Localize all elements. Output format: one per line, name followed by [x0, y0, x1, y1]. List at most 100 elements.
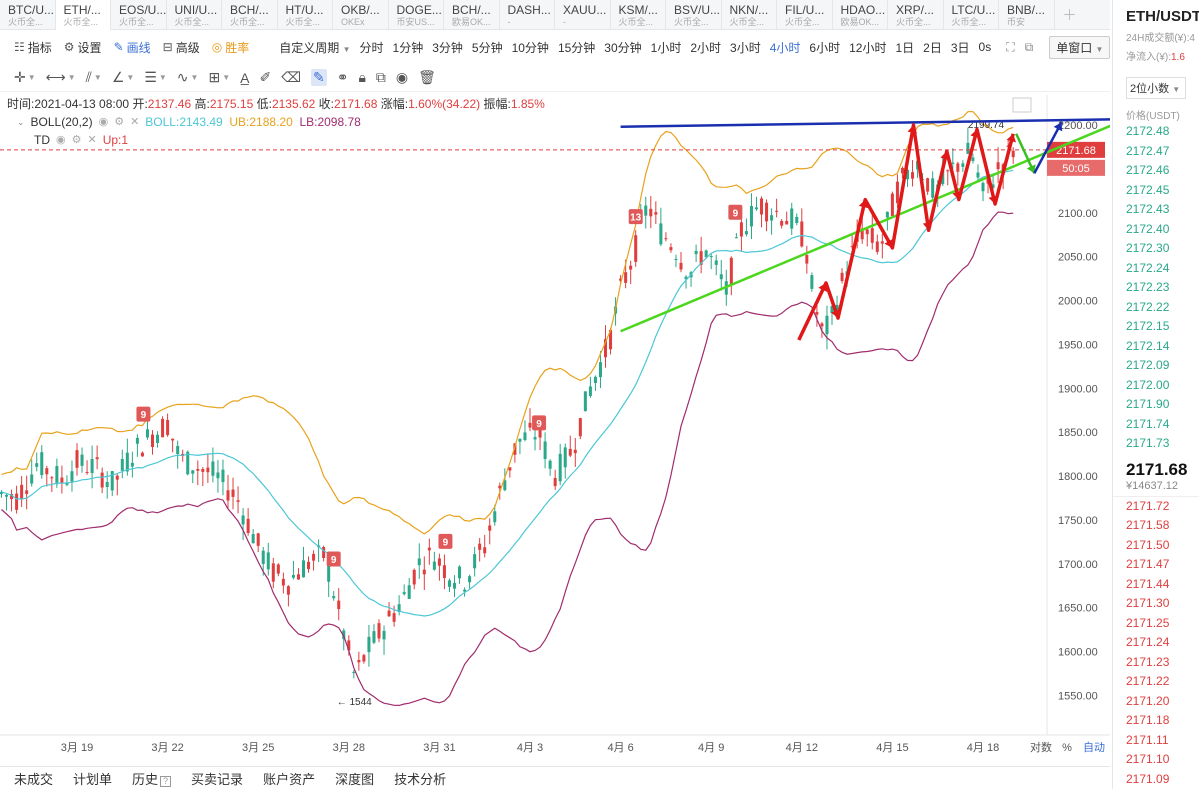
ask-price[interactable]: 2172.45 [1126, 182, 1170, 197]
decimal-select[interactable]: 2位小数 ▼ [1126, 77, 1186, 99]
ask-price[interactable]: 2172.09 [1126, 358, 1170, 372]
ask-price[interactable]: 2171.90 [1126, 397, 1170, 411]
bottom-tab[interactable]: 买卖记录 [191, 769, 243, 788]
draw-button[interactable]: ✎ 画线 [114, 39, 151, 56]
symbol-tab[interactable]: BCH/... 欧易OK... [444, 0, 500, 30]
text-tool[interactable]: A̲ [240, 70, 249, 86]
symbol-tab[interactable]: NKN/... 火币全... [722, 0, 777, 30]
bid-price[interactable]: 2171.24 [1126, 635, 1170, 649]
ask-price[interactable]: 2172.00 [1126, 377, 1170, 392]
resistance-line[interactable] [620, 118, 1110, 129]
copy-tool[interactable]: ⧉ [376, 69, 386, 86]
symbol-tab[interactable]: ETH/... 火币全... [55, 0, 111, 30]
crosshair-tool[interactable]: ✛ ▼ [14, 69, 36, 86]
eraser-tool[interactable]: ⌫ [281, 69, 301, 86]
period-option[interactable]: 1分钟 [392, 40, 424, 55]
bottom-tab[interactable]: 历史? [132, 769, 172, 788]
delete-tool[interactable]: 🗑︎ [418, 69, 436, 86]
bid-price[interactable]: 2171.30 [1126, 596, 1170, 610]
gear-icon[interactable]: ⚙ [71, 134, 82, 146]
add-tab-icon[interactable]: ＋ [1062, 6, 1077, 23]
fib-tool[interactable]: ☰ ▼ [144, 69, 166, 86]
period-option[interactable]: 分时 [359, 40, 384, 55]
bottom-tab[interactable]: 账户资产 [263, 769, 315, 788]
bottom-tab[interactable]: 技术分析 [394, 769, 446, 788]
magnet-tool[interactable]: ⚭ [337, 69, 349, 86]
close-icon[interactable]: ✕ [130, 116, 140, 128]
bid-price[interactable]: 2171.11 [1126, 732, 1169, 747]
price-chart[interactable]: 2200.002150.002100.002050.002000.001950.… [0, 95, 1110, 765]
win-rate-button[interactable]: ◎ 胜率 [212, 39, 250, 56]
ray-tool[interactable]: ⫽ ▼ [86, 69, 102, 86]
settings-button[interactable]: ⚙ 设置 [64, 39, 102, 56]
eye-icon[interactable]: ◉ [98, 116, 109, 128]
blue-arrow[interactable] [1033, 121, 1063, 174]
ask-price[interactable]: 2171.74 [1126, 416, 1170, 431]
symbol-tab[interactable]: EOS/U... 火币全... [111, 0, 167, 30]
bottom-tab[interactable]: 深度图 [335, 769, 374, 788]
draw-mode-tool[interactable]: ✎ [310, 69, 327, 86]
symbol-tab[interactable]: XAUU... - [555, 0, 611, 30]
angle-tool[interactable]: ∠ ▼ [112, 69, 134, 86]
bid-price[interactable]: 2171.72 [1126, 498, 1170, 513]
symbol-tab[interactable]: HT/U... 火币全... [278, 0, 333, 30]
symbol-tab[interactable]: KSM/... 火币全... [611, 0, 666, 30]
symbol-tab[interactable]: HDAO... 欧易OK... [833, 0, 888, 30]
lock-tool[interactable]: 🔒︎ [358, 69, 365, 86]
bid-price[interactable]: 2171.10 [1126, 752, 1170, 766]
symbol-tab[interactable]: XRP/... 火币全... [888, 0, 944, 30]
symbol-tab[interactable]: FIL/U... 火币全... [777, 0, 833, 30]
chart-settings-icon[interactable] [1012, 97, 1032, 113]
symbol-tab[interactable]: OKB/... OKEx [333, 0, 389, 30]
symbol-tab[interactable]: BTC/U... 火币全... [0, 0, 56, 30]
ask-price[interactable]: 2172.23 [1126, 280, 1170, 294]
bid-price[interactable]: 2171.22 [1126, 674, 1170, 688]
symbol-tab[interactable]: LTC/U... 火币全... [944, 0, 999, 30]
ask-price[interactable]: 2172.15 [1126, 319, 1170, 333]
measure-tool[interactable]: ⊞ ▼ [208, 69, 230, 86]
period-option[interactable]: 15分钟 [557, 40, 596, 55]
period-option[interactable]: 3分钟 [432, 40, 463, 55]
bottom-tab[interactable]: 计划单 [73, 769, 112, 788]
symbol-tab[interactable]: BSV/U... 火币全... [666, 0, 722, 30]
symbol-tab[interactable]: BNB/... 币安 [999, 0, 1055, 30]
period-option[interactable]: 1日 [895, 40, 915, 55]
visibility-tool[interactable]: ◉ [396, 69, 408, 86]
custom-period-button[interactable]: 自定义周期 ▼ [279, 39, 350, 56]
bid-price[interactable]: 2171.18 [1126, 713, 1170, 727]
ask-price[interactable]: 2172.43 [1126, 202, 1170, 216]
period-option[interactable]: 12小时 [849, 40, 887, 55]
symbol-tab[interactable]: DASH... - [500, 0, 555, 30]
bid-price[interactable]: 2171.47 [1126, 557, 1170, 571]
symbol-tab[interactable]: DOGE... 币安US... [389, 0, 444, 30]
seconds-button[interactable]: 0s [978, 40, 992, 54]
bid-price[interactable]: 2171.09 [1126, 771, 1170, 786]
bid-price[interactable]: 2171.20 [1126, 693, 1170, 708]
ask-price[interactable]: 2172.14 [1126, 338, 1170, 353]
period-option[interactable]: 5分钟 [471, 40, 503, 55]
advanced-button[interactable]: ⊟ 高级 [163, 39, 200, 56]
ask-price[interactable]: 2172.46 [1126, 163, 1170, 177]
period-option[interactable]: 30分钟 [604, 40, 642, 55]
ask-price[interactable]: 2172.40 [1126, 221, 1170, 236]
period-option[interactable]: 3小时 [730, 40, 761, 55]
bid-price[interactable]: 2171.44 [1126, 576, 1170, 591]
bid-price[interactable]: 2171.58 [1126, 518, 1170, 532]
bottom-tab[interactable]: 未成交 [14, 769, 53, 788]
help-icon[interactable]: ? [160, 775, 172, 787]
eye-icon[interactable]: ◉ [56, 134, 66, 146]
bid-price[interactable]: 2171.25 [1126, 615, 1170, 630]
symbol-tab[interactable]: UNI/U... 火币全... [167, 0, 222, 30]
period-option[interactable]: 4小时 [769, 40, 801, 55]
ask-price[interactable]: 2172.24 [1126, 260, 1170, 275]
ask-price[interactable]: 2172.22 [1126, 299, 1170, 314]
axis-control[interactable]: % [1062, 742, 1072, 754]
segment-tool[interactable]: ⟷ ▼ [46, 69, 76, 86]
period-option[interactable]: 3日 [950, 40, 970, 55]
ask-price[interactable]: 2172.30 [1126, 241, 1170, 255]
period-option[interactable]: 10分钟 [511, 40, 549, 55]
period-option[interactable]: 2日 [923, 40, 942, 55]
wave-tool[interactable]: ∿ ▼ [177, 69, 199, 86]
symbol-tab[interactable]: BCH/... 火币全... [222, 0, 278, 30]
ask-price[interactable]: 2171.73 [1126, 436, 1170, 450]
